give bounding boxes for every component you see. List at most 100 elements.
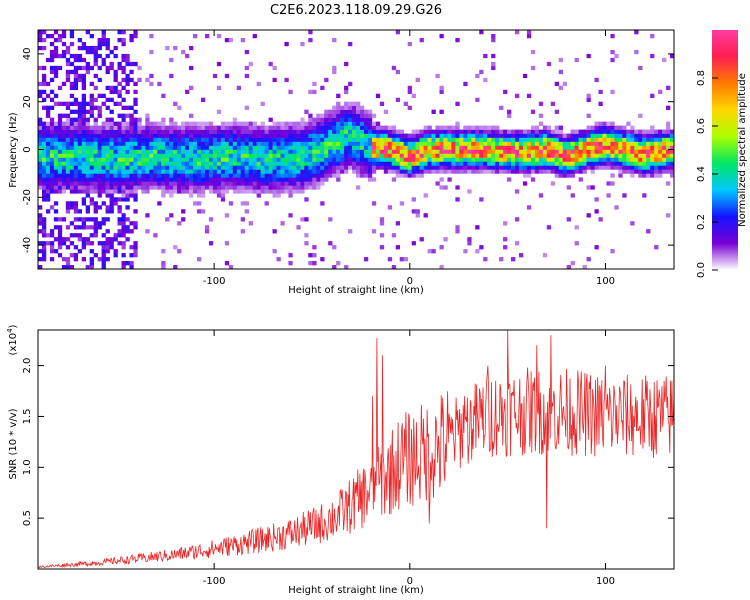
spectrogram-cell — [38, 45, 43, 51]
spectrogram-cell — [101, 249, 106, 254]
spectrogram-cell — [554, 129, 560, 134]
spectrogram-cell — [200, 129, 206, 134]
spectrogram-cell — [41, 129, 47, 134]
spectrogram-cell — [594, 209, 599, 214]
spectrogram-cell — [57, 229, 63, 234]
spectrogram-cell — [578, 161, 583, 166]
spectrogram-cell — [133, 245, 138, 250]
spectrogram-cell — [371, 165, 377, 170]
spectrogram-cell — [240, 129, 245, 134]
spectrogram-cell — [439, 185, 444, 190]
spectrogram-cell — [546, 153, 552, 158]
spectrogram-cell — [220, 137, 226, 142]
spectrogram-cell — [542, 165, 548, 170]
spectrogram-cell — [463, 153, 468, 158]
spectrogram-cell — [284, 181, 289, 186]
spectrogram-cell — [526, 157, 532, 162]
spectrogram-cell — [586, 145, 591, 150]
spectrogram-cell — [610, 49, 615, 55]
spectrogram-cell — [570, 169, 575, 174]
spectrogram-cell — [97, 137, 102, 142]
spectrogram-cell — [49, 165, 55, 170]
spectrogram-cell — [407, 157, 412, 162]
spectrogram-cell — [352, 121, 357, 126]
spectrogram-cell — [356, 185, 361, 190]
spectrogram-cell — [284, 77, 289, 83]
spectrogram-cell — [518, 153, 524, 158]
spectrogram-cell — [658, 169, 663, 174]
spectrogram-cell — [320, 169, 325, 174]
spectrogram-cell — [276, 185, 281, 190]
spectrogram-cell — [467, 157, 472, 162]
spectrogram-cell — [646, 157, 651, 162]
spectrogram-cell — [248, 61, 253, 67]
spectrogram-cell — [371, 129, 377, 134]
spectrogram-cell — [256, 153, 261, 158]
spectrogram-cell — [419, 37, 424, 43]
spectrogram-cell — [375, 153, 381, 158]
spectrogram-cell — [534, 169, 540, 174]
spectrogram-cell — [117, 101, 122, 106]
spectrogram-cell — [224, 189, 230, 194]
spectrogram-cell — [403, 145, 408, 150]
spectrogram-cell — [185, 157, 190, 162]
spectrogram-cell — [77, 109, 83, 114]
spectrogram-cell — [352, 129, 357, 134]
spectrogram-cell — [654, 161, 659, 166]
spectrogram-cell — [276, 137, 281, 142]
spectrogram-cell — [316, 137, 321, 142]
spectrogram-cell — [526, 129, 532, 134]
spectrogram-cell — [463, 81, 468, 87]
spectrogram-cell — [141, 173, 146, 178]
spectrogram-cell — [538, 157, 544, 162]
spectrogram-cell — [204, 149, 210, 154]
spectrogram-cell — [423, 145, 428, 150]
spectrogram-cell — [622, 149, 627, 154]
spectrogram-cell — [81, 157, 86, 162]
spectrogram-cell — [292, 165, 297, 170]
spectrogram-cell — [77, 209, 83, 214]
spectrogram-cell — [197, 141, 202, 146]
spectrogram-cell — [45, 93, 51, 99]
spectrogram-cell — [427, 129, 432, 134]
spectrogram-cell — [463, 161, 468, 166]
spectrogram-cell — [89, 81, 94, 87]
spectrogram-cell — [129, 77, 134, 83]
spectrogram-cell — [471, 137, 476, 142]
spectrogram-cell — [45, 121, 51, 126]
spectrogram-cell — [109, 145, 114, 150]
spectrogram-cell — [554, 145, 560, 150]
spectrogram-cell — [344, 161, 349, 166]
spectrogram-cell — [272, 145, 277, 150]
spectrogram-cell — [153, 137, 158, 142]
spectrogram-cell — [157, 157, 162, 162]
spectrogram-cell — [435, 145, 440, 150]
spectrogram-cell — [216, 157, 222, 162]
spectrogram-cell — [324, 141, 329, 146]
spectrogram-cell — [38, 205, 43, 210]
spectrogram-cell — [256, 193, 261, 198]
colorbar-tick-label-2: 0.4 — [696, 166, 707, 182]
spectrogram-cell — [383, 141, 389, 146]
spectrogram-cell — [379, 125, 385, 130]
spectrogram-cell — [193, 125, 198, 130]
spectrogram-cell — [193, 33, 198, 39]
spectrogram-cell — [530, 65, 536, 71]
spectrogram-cell — [395, 157, 401, 162]
spectrogram-cell — [646, 161, 651, 166]
spectrogram-cell — [634, 165, 639, 170]
spectrogram-cell — [129, 117, 134, 122]
spectrogram-cell — [69, 129, 75, 134]
spectrogram-cell — [658, 133, 663, 138]
spectrogram-cell — [113, 149, 118, 154]
spectrogram-cell — [49, 257, 55, 262]
spectrogram-cell — [602, 125, 607, 130]
spectrogram-cell — [248, 141, 253, 146]
spectrogram-cell — [197, 125, 202, 130]
spectrogram-cell — [419, 149, 424, 154]
spectrogram-cell — [447, 177, 452, 182]
spectrogram-cell — [427, 141, 432, 146]
spectrogram-cell — [538, 133, 544, 138]
spectrogram-cell — [586, 157, 591, 162]
spectrogram-cell — [41, 121, 47, 126]
